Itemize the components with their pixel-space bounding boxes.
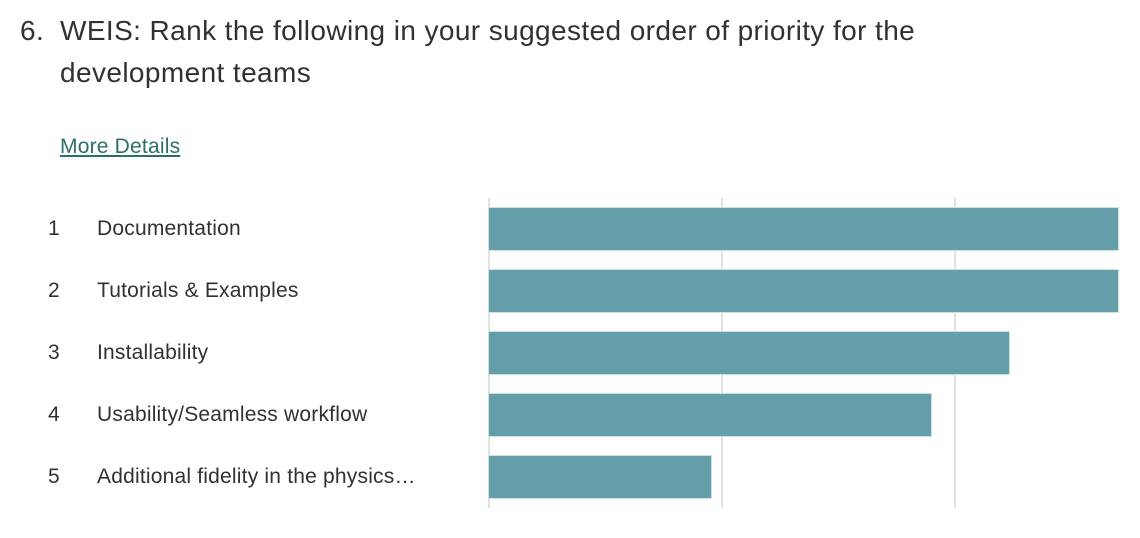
bar-track [488, 331, 1140, 375]
question-number: 6. [20, 15, 45, 46]
bar-track [488, 393, 1140, 437]
bar-track [488, 269, 1140, 313]
option-label: Additional fidelity in the physics… [97, 465, 416, 488]
ranking-row: 1 Documentation [0, 198, 1140, 260]
ranking-results-chart: 1 Documentation 2 Tutorials & Examples 3… [0, 198, 1140, 508]
rank-number: 3 [48, 341, 60, 364]
result-bar [488, 207, 1120, 251]
ranking-row: 4 Usability/Seamless workflow [0, 384, 1140, 446]
rank-number: 4 [48, 403, 60, 426]
more-details-link[interactable]: More Details [60, 135, 181, 158]
option-label: Installability [97, 341, 209, 364]
question-title: WEIS: Rank the following in your suggest… [60, 15, 916, 88]
option-label: Tutorials & Examples [97, 279, 299, 302]
result-bar [488, 393, 932, 437]
option-label: Usability/Seamless workflow [97, 403, 368, 426]
ranking-rows: 1 Documentation 2 Tutorials & Examples 3… [0, 198, 1140, 508]
ranking-row: 3 Installability [0, 322, 1140, 384]
option-label: Documentation [97, 217, 241, 240]
rank-number: 1 [48, 217, 60, 240]
result-bar [488, 269, 1120, 313]
result-bar [488, 331, 1011, 375]
bar-track [488, 455, 1140, 499]
rank-number: 5 [48, 465, 60, 488]
question-header: 6. WEIS: Rank the following in your sugg… [20, 10, 1020, 94]
result-bar [488, 455, 713, 499]
ranking-row: 5 Additional fidelity in the physics… [0, 446, 1140, 508]
bar-track [488, 207, 1140, 251]
rank-number: 2 [48, 279, 60, 302]
ranking-row: 2 Tutorials & Examples [0, 260, 1140, 322]
